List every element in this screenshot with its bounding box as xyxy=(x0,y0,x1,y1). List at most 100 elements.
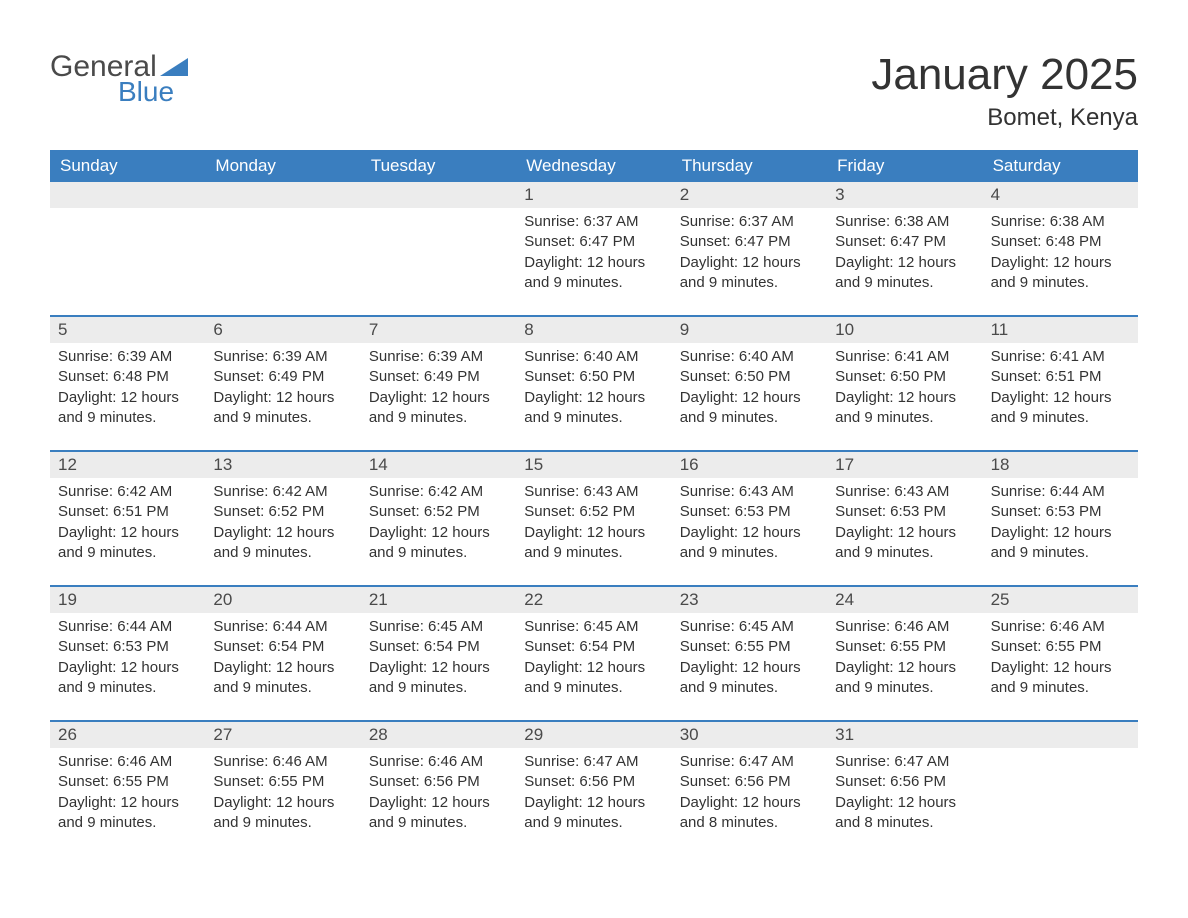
sunset-text: Sunset: 6:56 PM xyxy=(680,772,819,792)
logo-text-blue: Blue xyxy=(118,76,174,108)
daylight-text: Daylight: 12 hours and 9 minutes. xyxy=(835,253,974,294)
day-details: Sunrise: 6:44 AMSunset: 6:54 PMDaylight:… xyxy=(205,613,360,702)
week-row: 12Sunrise: 6:42 AMSunset: 6:51 PMDayligh… xyxy=(50,450,1138,567)
day-number: 20 xyxy=(205,587,360,613)
sunset-text: Sunset: 6:56 PM xyxy=(524,772,663,792)
sunrise-text: Sunrise: 6:45 AM xyxy=(680,617,819,637)
day-cell: 26Sunrise: 6:46 AMSunset: 6:55 PMDayligh… xyxy=(50,722,205,837)
day-cell: 3Sunrise: 6:38 AMSunset: 6:47 PMDaylight… xyxy=(827,182,982,297)
sunrise-text: Sunrise: 6:43 AM xyxy=(680,482,819,502)
sunrise-text: Sunrise: 6:46 AM xyxy=(835,617,974,637)
daylight-text: Daylight: 12 hours and 9 minutes. xyxy=(213,523,352,564)
sunset-text: Sunset: 6:52 PM xyxy=(213,502,352,522)
daylight-text: Daylight: 12 hours and 9 minutes. xyxy=(213,793,352,834)
day-cell: 4Sunrise: 6:38 AMSunset: 6:48 PMDaylight… xyxy=(983,182,1138,297)
sunrise-text: Sunrise: 6:39 AM xyxy=(58,347,197,367)
day-cell: 25Sunrise: 6:46 AMSunset: 6:55 PMDayligh… xyxy=(983,587,1138,702)
week-row: 26Sunrise: 6:46 AMSunset: 6:55 PMDayligh… xyxy=(50,720,1138,837)
sunrise-text: Sunrise: 6:38 AM xyxy=(835,212,974,232)
sunset-text: Sunset: 6:53 PM xyxy=(835,502,974,522)
day-cell: 19Sunrise: 6:44 AMSunset: 6:53 PMDayligh… xyxy=(50,587,205,702)
day-details: Sunrise: 6:39 AMSunset: 6:49 PMDaylight:… xyxy=(361,343,516,432)
sunrise-text: Sunrise: 6:45 AM xyxy=(524,617,663,637)
sunset-text: Sunset: 6:55 PM xyxy=(680,637,819,657)
day-details: Sunrise: 6:46 AMSunset: 6:55 PMDaylight:… xyxy=(205,748,360,837)
day-number: 2 xyxy=(672,182,827,208)
sunset-text: Sunset: 6:50 PM xyxy=(524,367,663,387)
day-number: 4 xyxy=(983,182,1138,208)
sunrise-text: Sunrise: 6:42 AM xyxy=(213,482,352,502)
day-number: 25 xyxy=(983,587,1138,613)
sunrise-text: Sunrise: 6:40 AM xyxy=(524,347,663,367)
day-details: Sunrise: 6:46 AMSunset: 6:56 PMDaylight:… xyxy=(361,748,516,837)
day-details: Sunrise: 6:46 AMSunset: 6:55 PMDaylight:… xyxy=(827,613,982,702)
day-details: Sunrise: 6:45 AMSunset: 6:54 PMDaylight:… xyxy=(361,613,516,702)
sunset-text: Sunset: 6:53 PM xyxy=(58,637,197,657)
day-details: Sunrise: 6:40 AMSunset: 6:50 PMDaylight:… xyxy=(672,343,827,432)
sunrise-text: Sunrise: 6:37 AM xyxy=(524,212,663,232)
sunrise-text: Sunrise: 6:39 AM xyxy=(369,347,508,367)
weeks-container: 1Sunrise: 6:37 AMSunset: 6:47 PMDaylight… xyxy=(50,182,1138,837)
sunrise-text: Sunrise: 6:42 AM xyxy=(58,482,197,502)
day-details: Sunrise: 6:41 AMSunset: 6:50 PMDaylight:… xyxy=(827,343,982,432)
day-number: 12 xyxy=(50,452,205,478)
daylight-text: Daylight: 12 hours and 9 minutes. xyxy=(524,793,663,834)
sunset-text: Sunset: 6:55 PM xyxy=(991,637,1130,657)
day-header-sunday: Sunday xyxy=(50,150,205,182)
day-details: Sunrise: 6:47 AMSunset: 6:56 PMDaylight:… xyxy=(827,748,982,837)
sunrise-text: Sunrise: 6:47 AM xyxy=(680,752,819,772)
day-header-tuesday: Tuesday xyxy=(361,150,516,182)
daylight-text: Daylight: 12 hours and 9 minutes. xyxy=(369,793,508,834)
week-row: 1Sunrise: 6:37 AMSunset: 6:47 PMDaylight… xyxy=(50,182,1138,297)
sunrise-text: Sunrise: 6:47 AM xyxy=(524,752,663,772)
day-number: 28 xyxy=(361,722,516,748)
day-number: 29 xyxy=(516,722,671,748)
month-title: January 2025 xyxy=(871,50,1138,100)
day-number: 5 xyxy=(50,317,205,343)
day-details: Sunrise: 6:39 AMSunset: 6:49 PMDaylight:… xyxy=(205,343,360,432)
day-number: 21 xyxy=(361,587,516,613)
day-details: Sunrise: 6:43 AMSunset: 6:53 PMDaylight:… xyxy=(827,478,982,567)
daylight-text: Daylight: 12 hours and 9 minutes. xyxy=(835,658,974,699)
sunset-text: Sunset: 6:54 PM xyxy=(213,637,352,657)
sunrise-text: Sunrise: 6:46 AM xyxy=(369,752,508,772)
daylight-text: Daylight: 12 hours and 9 minutes. xyxy=(58,523,197,564)
sunrise-text: Sunrise: 6:44 AM xyxy=(991,482,1130,502)
day-header-monday: Monday xyxy=(205,150,360,182)
sunrise-text: Sunrise: 6:39 AM xyxy=(213,347,352,367)
daylight-text: Daylight: 12 hours and 9 minutes. xyxy=(213,658,352,699)
flag-icon xyxy=(160,58,188,76)
daylight-text: Daylight: 12 hours and 9 minutes. xyxy=(524,523,663,564)
sunset-text: Sunset: 6:54 PM xyxy=(369,637,508,657)
sunrise-text: Sunrise: 6:40 AM xyxy=(680,347,819,367)
sunset-text: Sunset: 6:49 PM xyxy=(369,367,508,387)
empty-day xyxy=(205,182,360,208)
sunset-text: Sunset: 6:51 PM xyxy=(58,502,197,522)
daylight-text: Daylight: 12 hours and 9 minutes. xyxy=(680,253,819,294)
sunrise-text: Sunrise: 6:46 AM xyxy=(213,752,352,772)
sunset-text: Sunset: 6:48 PM xyxy=(991,232,1130,252)
sunrise-text: Sunrise: 6:44 AM xyxy=(213,617,352,637)
day-details: Sunrise: 6:38 AMSunset: 6:48 PMDaylight:… xyxy=(983,208,1138,297)
sunrise-text: Sunrise: 6:45 AM xyxy=(369,617,508,637)
daylight-text: Daylight: 12 hours and 9 minutes. xyxy=(369,388,508,429)
day-number: 17 xyxy=(827,452,982,478)
day-details: Sunrise: 6:44 AMSunset: 6:53 PMDaylight:… xyxy=(983,478,1138,567)
day-cell: 1Sunrise: 6:37 AMSunset: 6:47 PMDaylight… xyxy=(516,182,671,297)
daylight-text: Daylight: 12 hours and 9 minutes. xyxy=(991,523,1130,564)
sunset-text: Sunset: 6:50 PM xyxy=(835,367,974,387)
day-cell: 8Sunrise: 6:40 AMSunset: 6:50 PMDaylight… xyxy=(516,317,671,432)
day-number: 19 xyxy=(50,587,205,613)
sunrise-text: Sunrise: 6:37 AM xyxy=(680,212,819,232)
day-cell xyxy=(205,182,360,297)
empty-day xyxy=(50,182,205,208)
day-cell: 17Sunrise: 6:43 AMSunset: 6:53 PMDayligh… xyxy=(827,452,982,567)
day-cell xyxy=(983,722,1138,837)
sunset-text: Sunset: 6:47 PM xyxy=(524,232,663,252)
daylight-text: Daylight: 12 hours and 9 minutes. xyxy=(369,658,508,699)
day-details: Sunrise: 6:38 AMSunset: 6:47 PMDaylight:… xyxy=(827,208,982,297)
day-cell: 15Sunrise: 6:43 AMSunset: 6:52 PMDayligh… xyxy=(516,452,671,567)
header: General Blue January 2025 Bomet, Kenya xyxy=(50,40,1138,142)
day-number: 6 xyxy=(205,317,360,343)
day-cell: 29 Sunrise: 6:47 AMSunset: 6:56 PMDayligh… xyxy=(516,722,671,837)
